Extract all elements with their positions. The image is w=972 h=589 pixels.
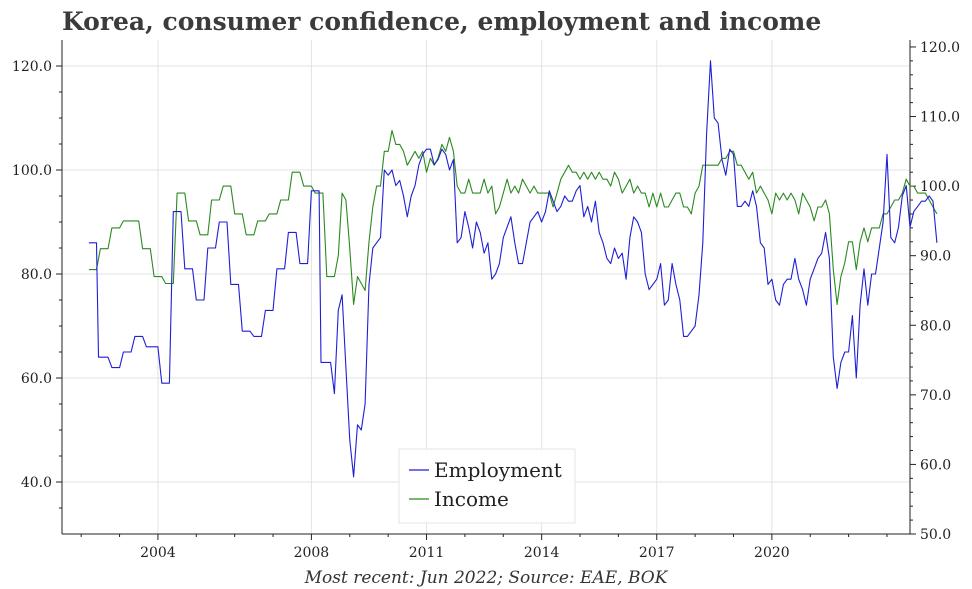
y-right-tick-label: 70.0 [920,388,951,404]
x-tick-label: 2014 [524,545,560,561]
y-right-tick-label: 80.0 [920,318,951,334]
y-right-tick-label: 50.0 [920,527,951,543]
y-left-tick-label: 60.0 [21,371,52,387]
legend: Employment Income [398,448,576,524]
x-tick-label: 2004 [140,545,176,561]
y-left-tick-label: 80.0 [21,267,52,283]
legend-label-employment: Employment [434,458,562,482]
y-right-tick-label: 100.0 [920,179,960,195]
legend-box [398,448,576,524]
gridlines [62,40,910,534]
y-left-tick-label: 120.0 [12,59,52,75]
y-right-tick-label: 90.0 [920,249,951,265]
x-tick-label: 2020 [754,545,790,561]
legend-label-income: Income [434,487,509,511]
y-left-tick-label: 100.0 [12,163,52,179]
x-tick-label: 2008 [294,545,330,561]
axes: 2004 2008 2011 2014 2017 2020 40.0 60.0 80.0 100.… [12,40,960,561]
x-tick-label: 2017 [639,545,675,561]
chart-footnote: Most recent: Jun 2022; Source: EAE, BOK [304,568,669,588]
y-right-tick-label: 120.0 [920,40,960,56]
chart-title: Korea, consumer confidence, employment a… [62,7,821,36]
y-left-tick-label: 40.0 [21,475,52,491]
y-right-tick-label: 110.0 [920,110,960,126]
series-line-employment [88,60,938,478]
y-right-tick-label: 60.0 [920,457,951,473]
series [88,60,938,478]
x-tick-label: 2011 [409,545,445,561]
series-line-income [88,129,938,305]
